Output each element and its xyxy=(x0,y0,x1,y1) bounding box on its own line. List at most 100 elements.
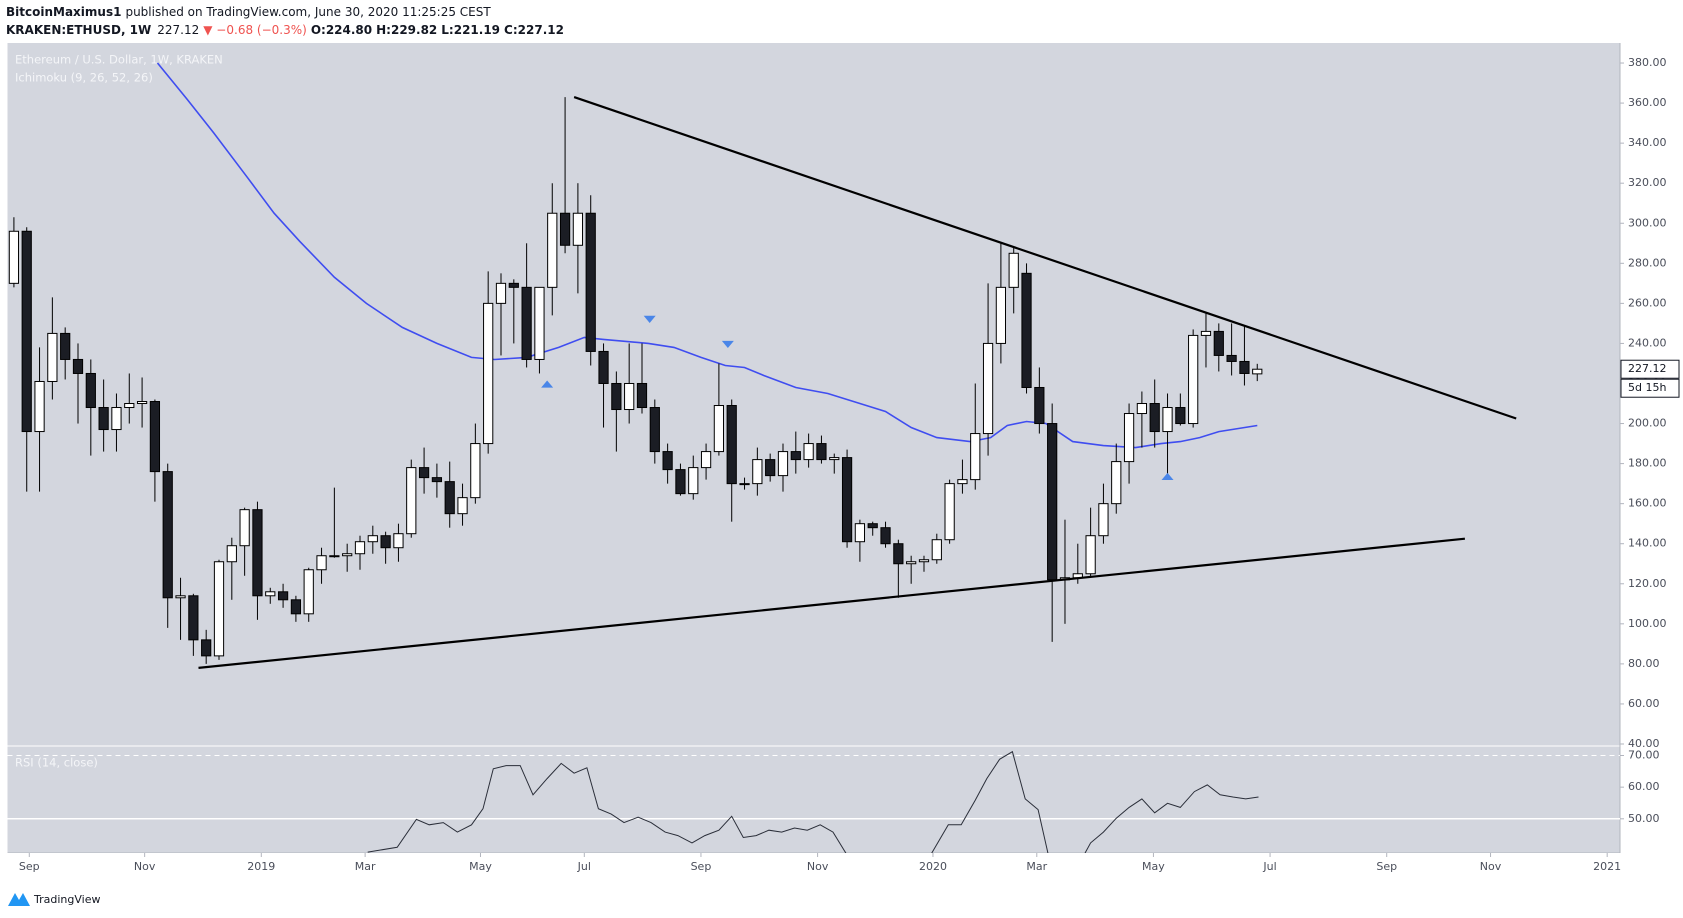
signal-marker xyxy=(643,315,656,323)
candle-body xyxy=(841,457,853,543)
candle-body xyxy=(1213,330,1224,356)
candle-body xyxy=(752,459,763,485)
candle-body xyxy=(906,561,917,565)
trendline xyxy=(573,96,1517,420)
published: published on TradingView.com, June 30, 2… xyxy=(125,5,491,19)
x-tick-label: Mar xyxy=(355,860,376,873)
candle-body xyxy=(598,350,609,384)
y-tick-label: 360.00 xyxy=(1628,96,1667,109)
y-tick-label: 380.00 xyxy=(1628,56,1667,69)
price-panel xyxy=(8,62,1517,669)
candle-body xyxy=(1239,360,1250,374)
candle-body xyxy=(1175,407,1186,425)
header-line-1: BitcoinMaximus1 published on TradingView.… xyxy=(6,5,491,19)
x-tick-label: Nov xyxy=(1480,860,1502,873)
chart-title: Ethereum / U.S. Dollar, 1W, KRAKEN xyxy=(15,53,223,67)
candle-body xyxy=(188,595,199,641)
y-tick-label: 300.00 xyxy=(1628,216,1667,229)
candle-body xyxy=(136,401,148,405)
footer-text: TradingView xyxy=(33,893,100,906)
candle-body xyxy=(252,509,263,597)
candle-body xyxy=(316,555,327,571)
candle-body xyxy=(111,407,122,431)
candle-body xyxy=(700,451,712,469)
candle-body xyxy=(867,523,878,529)
candle-body xyxy=(1047,423,1058,581)
countdown-label: 5d 15h xyxy=(1628,381,1666,394)
y-tick-label: 80.00 xyxy=(1628,657,1660,670)
countdown-box xyxy=(1620,378,1680,398)
x-tick-label: Mar xyxy=(1026,860,1047,873)
candle-body xyxy=(354,541,366,555)
candle-body xyxy=(777,451,789,477)
candle-body xyxy=(688,467,699,495)
y-tick-label: 100.00 xyxy=(1628,617,1667,630)
candle-body xyxy=(1008,252,1019,288)
candle-body xyxy=(495,282,507,304)
ohlc-low: L:221.19 xyxy=(441,23,500,37)
candle-body xyxy=(918,559,930,563)
candle-body xyxy=(1123,413,1135,463)
candle-body xyxy=(1111,461,1122,505)
signal-marker xyxy=(721,340,734,349)
time-axis-background xyxy=(0,853,1683,881)
candle-body xyxy=(483,302,494,445)
x-tick-label: May xyxy=(469,860,492,873)
candle-body xyxy=(265,591,276,597)
candle-body xyxy=(72,358,84,374)
candle-body xyxy=(367,535,378,543)
y-tick-label: 280.00 xyxy=(1628,256,1667,269)
candle-body xyxy=(1034,386,1045,425)
candle-body xyxy=(21,230,32,433)
last-price-label: 227.12 xyxy=(1628,362,1667,375)
y-tick-label: 340.00 xyxy=(1628,136,1667,149)
candle-body xyxy=(85,372,96,409)
candle-body xyxy=(431,477,443,483)
candle-body xyxy=(226,545,237,563)
candle-body xyxy=(931,539,942,561)
x-tick-label: May xyxy=(1142,860,1165,873)
x-tick-label: Nov xyxy=(807,860,829,873)
candle-body xyxy=(957,479,968,485)
logo xyxy=(8,893,30,906)
candle-body xyxy=(893,543,904,565)
candle-body xyxy=(393,533,404,549)
axes: 380.00 360.00 340.00 320.00 300.00 280.00 260.… xyxy=(19,56,1680,873)
rsi-line xyxy=(367,750,1259,853)
x-tick-label: Nov xyxy=(134,860,156,873)
candle-body xyxy=(1021,272,1032,388)
candle-body xyxy=(649,407,660,453)
candle-body xyxy=(585,212,596,352)
candle-body xyxy=(1098,503,1109,537)
candle-body xyxy=(457,497,468,515)
candle-body xyxy=(636,382,648,409)
candle-body xyxy=(1188,334,1199,425)
candle-body xyxy=(406,467,417,535)
candle-body xyxy=(162,471,173,599)
signal-marker xyxy=(1161,472,1174,481)
candle-body xyxy=(508,282,519,288)
x-tick-label: Sep xyxy=(19,860,40,873)
candle-body xyxy=(803,443,814,461)
trendline xyxy=(198,537,1466,669)
candle-body xyxy=(380,535,391,549)
x-tick-label: 2019 xyxy=(247,860,275,873)
candle-body xyxy=(624,382,635,411)
candle-body xyxy=(290,599,302,615)
candle-body xyxy=(790,451,801,461)
x-tick-label: 2021 xyxy=(1593,860,1621,873)
candle-body xyxy=(8,230,20,284)
candle-body xyxy=(444,481,455,515)
candle-body xyxy=(329,555,340,558)
y-tick-label: 160.00 xyxy=(1628,497,1667,510)
candle-body xyxy=(534,286,545,360)
candle-body xyxy=(726,405,737,485)
candle-body xyxy=(611,382,622,411)
candle-body xyxy=(572,212,584,246)
candle-body xyxy=(1252,368,1263,375)
candle-body xyxy=(739,483,750,486)
x-tick-label: Jul xyxy=(577,860,591,873)
footer: TradingView xyxy=(8,893,100,906)
ohlc-open: O:224.80 xyxy=(311,23,372,37)
